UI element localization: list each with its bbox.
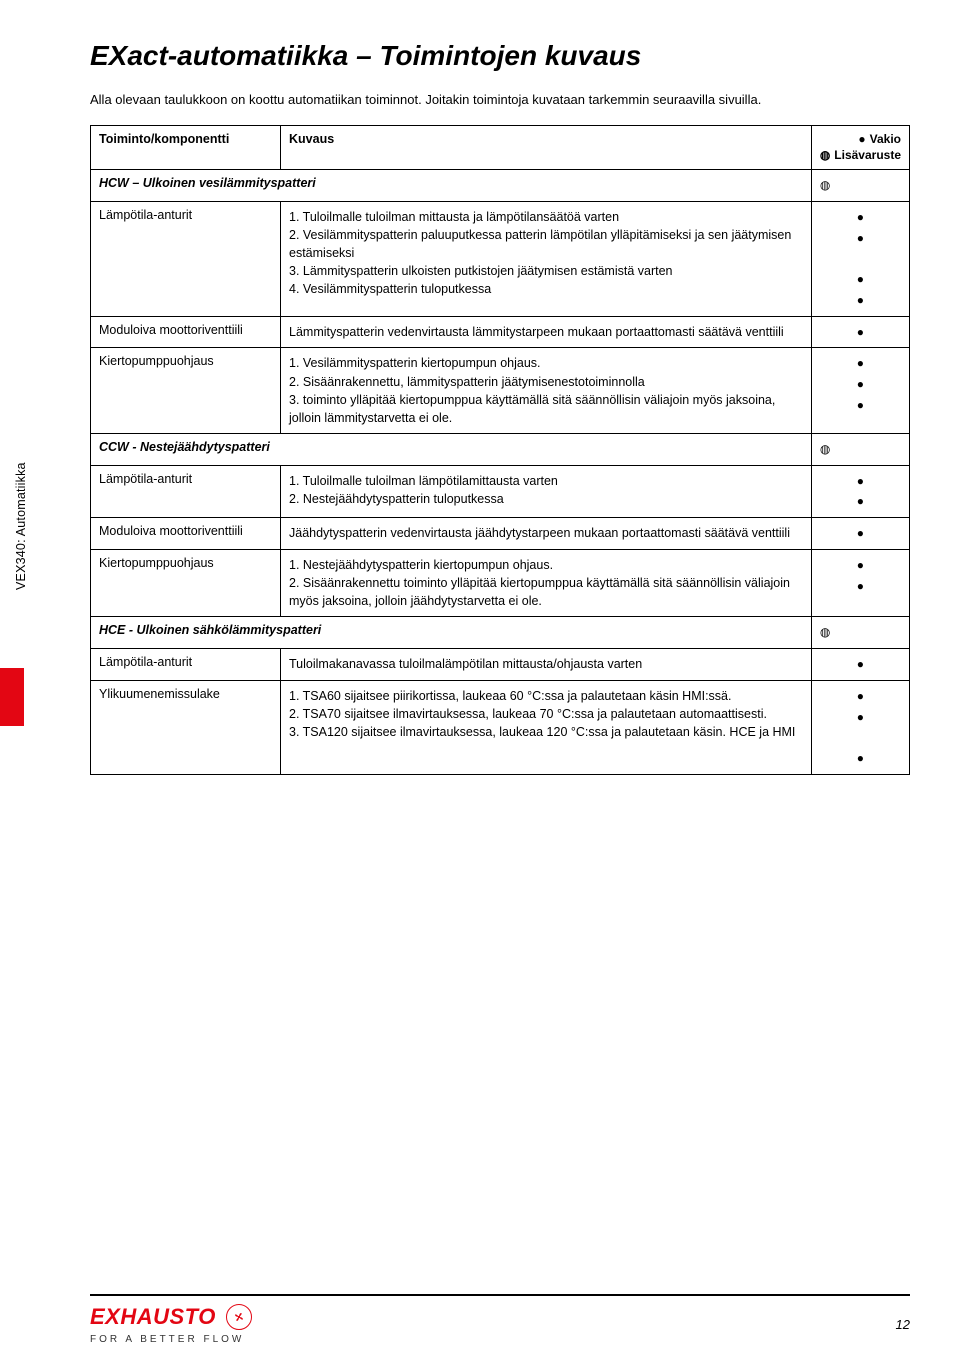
component-symbols <box>811 649 909 681</box>
page-number: 12 <box>896 1317 910 1332</box>
component-symbols <box>811 465 909 518</box>
side-accent-bar <box>0 668 24 726</box>
legend-standard-icon <box>858 132 865 148</box>
section-heading-text: CCW - Nestejäähdytyspatteri <box>91 433 812 465</box>
component-name: Lämpötila-anturit <box>91 201 281 316</box>
component-symbols <box>811 518 909 550</box>
brand-logo-text: EXHAUSTO <box>90 1304 216 1330</box>
component-symbols <box>811 348 909 434</box>
brand-motto: FOR A BETTER FLOW <box>90 1334 252 1345</box>
section-heading-text: HCW – Ulkoinen vesilämmityspatteri <box>91 170 812 202</box>
component-name: Moduloiva moottoriventtiili <box>91 518 281 550</box>
component-description: 1. Tuloilmalle tuloilman mittausta ja lä… <box>281 201 812 316</box>
table-row: Kiertopumppuohjaus1. Nestejäähdytyspatte… <box>91 549 910 616</box>
component-name: Ylikuumenemissulake <box>91 680 281 774</box>
table-row: Kiertopumppuohjaus1. Vesilämmityspatteri… <box>91 348 910 434</box>
table-row: Ylikuumenemissulake1. TSA60 sijaitsee pi… <box>91 680 910 774</box>
section-heading-symbol <box>811 617 909 649</box>
page-footer: EXHAUSTO FOR A BETTER FLOW 12 <box>90 1294 910 1345</box>
component-name: Kiertopumppuohjaus <box>91 348 281 434</box>
section-heading-symbol <box>811 433 909 465</box>
section-heading-symbol <box>811 170 909 202</box>
component-name: Moduloiva moottoriventtiili <box>91 316 281 348</box>
component-description: 1. Vesilämmityspatterin kiertopumpun ohj… <box>281 348 812 434</box>
side-section-label: VEX340: Automatiikka <box>14 462 28 590</box>
table-section-heading: HCE - Ulkoinen sähkölämmityspatteri <box>91 617 910 649</box>
component-name: Lämpötila-anturit <box>91 649 281 681</box>
component-symbols <box>811 316 909 348</box>
section-heading-text: HCE - Ulkoinen sähkölämmityspatteri <box>91 617 812 649</box>
fan-icon <box>226 1304 252 1330</box>
component-name: Kiertopumppuohjaus <box>91 549 281 616</box>
functions-table: Toiminto/komponentti Kuvaus Vakio Lisäva… <box>90 125 910 775</box>
table-header-description: Kuvaus <box>281 126 812 170</box>
table-row: Lämpötila-anturit1. Tuloilmalle tuloilma… <box>91 201 910 316</box>
component-description: 1. TSA60 sijaitsee piirikortissa, laukea… <box>281 680 812 774</box>
table-row: Moduloiva moottoriventtiiliJäähdytyspatt… <box>91 518 910 550</box>
table-section-heading: HCW – Ulkoinen vesilämmityspatteri <box>91 170 910 202</box>
footer-divider <box>90 1294 910 1296</box>
table-header-component: Toiminto/komponentti <box>91 126 281 170</box>
component-description: 1. Tuloilmalle tuloilman lämpötilamittau… <box>281 465 812 518</box>
table-row: Moduloiva moottoriventtiiliLämmityspatte… <box>91 316 910 348</box>
table-section-heading: CCW - Nestejäähdytyspatteri <box>91 433 910 465</box>
table-header-legend: Vakio Lisävaruste <box>811 126 909 170</box>
legend-accessory-label: Lisävaruste <box>834 148 901 164</box>
page-title: EXact-automatiikka – Toimintojen kuvaus <box>90 40 910 72</box>
component-description: Tuloilmakanavassa tuloilmalämpötilan mit… <box>281 649 812 681</box>
intro-paragraph: Alla olevaan taulukkoon on koottu automa… <box>90 92 910 107</box>
legend-standard-label: Vakio <box>870 132 901 148</box>
component-description: Lämmityspatterin vedenvirtausta lämmitys… <box>281 316 812 348</box>
component-description: 1. Nestejäähdytyspatterin kiertopumpun o… <box>281 549 812 616</box>
component-name: Lämpötila-anturit <box>91 465 281 518</box>
legend-accessory-icon <box>820 148 830 164</box>
component-symbols <box>811 549 909 616</box>
table-row: Lämpötila-anturit1. Tuloilmalle tuloilma… <box>91 465 910 518</box>
table-row: Lämpötila-anturitTuloilmakanavassa tuloi… <box>91 649 910 681</box>
component-description: Jäähdytyspatterin vedenvirtausta jäähdyt… <box>281 518 812 550</box>
component-symbols <box>811 680 909 774</box>
component-symbols <box>811 201 909 316</box>
